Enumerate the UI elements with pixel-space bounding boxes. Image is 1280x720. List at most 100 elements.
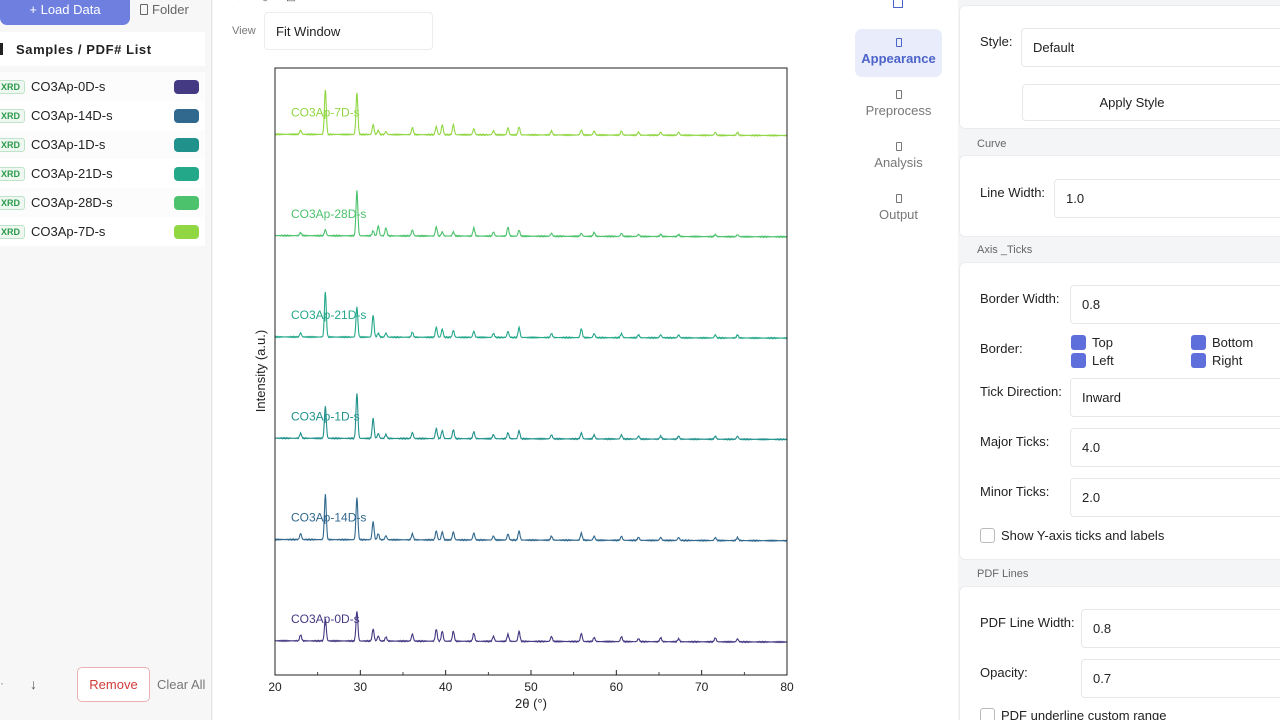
sample-name: CO3Ap-7D-s: [31, 224, 106, 239]
series-label: CO3Ap-14D-s: [291, 511, 366, 525]
preprocess-icon: [895, 90, 902, 99]
sample-name: CO3Ap-21D-s: [31, 166, 113, 181]
pdf-line-width-input[interactable]: 0.8: [1081, 609, 1280, 648]
view-select[interactable]: Fit Window: [264, 12, 433, 50]
series-line: [274, 393, 788, 442]
sample-name: CO3Ap-1D-s: [31, 137, 106, 152]
minor-ticks-label: Minor Ticks:: [980, 484, 1050, 499]
chart-traces: CO3Ap-0D-s CO3Ap-14D-s CO3Ap-1D-s CO3Ap-21D…: [274, 89, 788, 644]
sample-color-swatch[interactable]: [174, 80, 199, 94]
zoom-icon[interactable]: ○: [262, 0, 268, 5]
save-icon[interactable]: ▭: [286, 0, 295, 5]
sample-name: CO3Ap-14D-s: [31, 108, 113, 123]
checkbox-checked-icon: [1071, 335, 1086, 350]
pan-icon[interactable]: ▪▪: [237, 0, 244, 5]
style-select[interactable]: Default: [1021, 28, 1280, 67]
x-tick-label: 20: [268, 680, 282, 694]
series-line: [274, 494, 788, 543]
border-bottom-checkbox[interactable]: Bottom: [1191, 335, 1253, 350]
xrd-badge: XRD: [0, 196, 26, 210]
sample-color-swatch[interactable]: [174, 167, 199, 181]
samples-list-header: Samples / PDF# List: [0, 32, 205, 66]
major-ticks-input[interactable]: 4.0: [1070, 428, 1280, 467]
pdf-underline-checkbox[interactable]: PDF underline custom range: [980, 708, 1166, 720]
style-card: Style: Default Apply Style: [959, 5, 1280, 129]
xrd-badge: XRD: [0, 109, 26, 123]
tab-appearance[interactable]: Appearance: [855, 29, 942, 77]
tab-appearance-label: Appearance: [861, 51, 936, 66]
tick-direction-label: Tick Direction:: [980, 384, 1062, 399]
pdf-card: PDF Line Width: 0.8 Opacity: 0.7 PDF und…: [959, 586, 1280, 720]
checkbox-checked-icon: [1191, 335, 1206, 350]
sample-item[interactable]: XRD CO3Ap-14D-s: [0, 101, 205, 130]
axis-card: Border Width: 0.8 Border: Top Bottom Lef…: [959, 262, 1280, 560]
xrd-badge: XRD: [0, 80, 26, 94]
x-tick-label: 30: [354, 680, 368, 694]
xrd-chart[interactable]: CO3Ap-0D-s CO3Ap-14D-s CO3Ap-1D-s CO3Ap-21D…: [213, 55, 843, 720]
border-right-checkbox[interactable]: Right: [1191, 353, 1242, 368]
tab-analysis[interactable]: Analysis: [855, 133, 942, 181]
xrd-badge: XRD: [0, 138, 26, 152]
tick-direction-select[interactable]: Inward: [1070, 378, 1280, 417]
xrd-badge: XRD: [0, 225, 26, 239]
show-y-ticks-label: Show Y-axis ticks and labels: [1001, 528, 1165, 543]
sample-item[interactable]: XRD CO3Ap-0D-s: [0, 72, 205, 101]
minor-ticks-input[interactable]: 2.0: [1070, 478, 1280, 517]
border-left-checkbox[interactable]: Left: [1071, 353, 1114, 368]
folder-icon: [140, 3, 148, 15]
line-width-input[interactable]: 1.0: [1054, 179, 1280, 218]
x-tick-label: 80: [780, 680, 794, 694]
analysis-icon: [895, 142, 902, 151]
tab-output-label: Output: [878, 207, 919, 222]
apply-style-button[interactable]: Apply Style: [1022, 84, 1280, 121]
appearance-settings: Style: Default Apply Style Curve Line Wi…: [958, 0, 1280, 720]
folder-button-label: Folder: [152, 1, 189, 17]
sample-color-swatch[interactable]: [174, 196, 199, 210]
checkbox-unchecked-icon: [980, 708, 995, 720]
samples-list-title: Samples / PDF# List: [16, 41, 152, 57]
plot-frame: [274, 67, 788, 676]
x-axis: 20 30 40 50 60 70 80: [268, 670, 794, 694]
opacity-label: Opacity:: [980, 665, 1028, 680]
border-width-input[interactable]: 0.8: [1070, 285, 1280, 324]
checkbox-unchecked-icon: [980, 528, 995, 543]
border-right-label: Right: [1212, 353, 1243, 368]
header-marker: [0, 43, 3, 55]
series-label: CO3Ap-28D-s: [291, 207, 366, 221]
sample-item[interactable]: XRD CO3Ap-7D-s: [0, 217, 205, 246]
sample-color-swatch[interactable]: [174, 109, 199, 123]
sample-item[interactable]: XRD CO3Ap-28D-s: [0, 188, 205, 217]
major-ticks-label: Major Ticks:: [980, 434, 1050, 449]
load-data-button[interactable]: + Load Data: [0, 0, 130, 25]
curve-card: Line Width: 1.0: [959, 155, 1280, 237]
sample-color-swatch[interactable]: [174, 225, 199, 239]
sample-color-swatch[interactable]: [174, 138, 199, 152]
samples-panel: + Load Data Folder Samples / PDF# List X…: [0, 0, 212, 720]
border-top-checkbox[interactable]: Top: [1071, 335, 1113, 350]
tab-preprocess[interactable]: Preprocess: [855, 81, 942, 129]
view-label: View: [232, 25, 256, 37]
pdf-section-title: PDF Lines: [977, 568, 1029, 580]
border-top-label: Top: [1092, 335, 1113, 350]
move-down-button[interactable]: ↓: [30, 676, 37, 692]
sample-name: CO3Ap-0D-s: [31, 79, 106, 94]
series-line: [274, 611, 788, 644]
remove-button[interactable]: Remove: [77, 667, 150, 702]
series-label: CO3Ap-7D-s: [291, 106, 360, 120]
folder-button[interactable]: Folder: [140, 0, 189, 18]
border-bottom-label: Bottom: [1212, 335, 1254, 350]
style-label: Style:: [980, 34, 1013, 49]
y-axis-label: Intensity (a.u.): [253, 330, 268, 412]
bookmark-icon: [893, 0, 903, 8]
opacity-input[interactable]: 0.7: [1081, 659, 1280, 698]
scroll-left-icon[interactable]: ·: [0, 676, 4, 690]
border-label: Border:: [980, 341, 1023, 356]
sample-item[interactable]: XRD CO3Ap-1D-s: [0, 130, 205, 159]
tab-output[interactable]: Output: [855, 185, 942, 233]
show-y-ticks-checkbox[interactable]: Show Y-axis ticks and labels: [980, 528, 1164, 543]
x-tick-label: 50: [524, 680, 538, 694]
border-width-label: Border Width:: [980, 291, 1060, 306]
output-icon: [895, 194, 902, 203]
clear-all-button[interactable]: Clear All: [157, 677, 206, 692]
sample-item[interactable]: XRD CO3Ap-21D-s: [0, 159, 205, 188]
